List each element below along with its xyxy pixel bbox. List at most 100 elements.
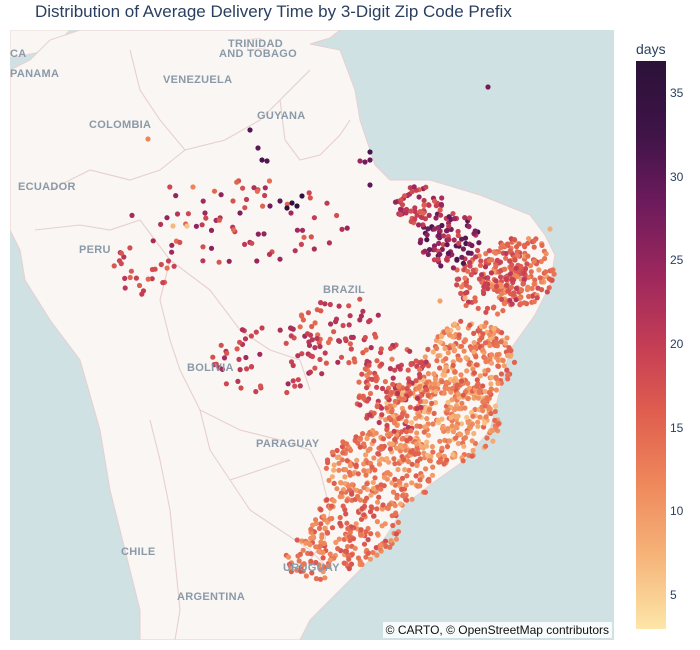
- delivery-point: [498, 339, 504, 345]
- delivery-point: [435, 452, 442, 458]
- delivery-point: [426, 247, 433, 253]
- delivery-point: [475, 423, 481, 429]
- delivery-point: [523, 266, 529, 272]
- delivery-point: [502, 266, 508, 272]
- delivery-point: [461, 443, 467, 449]
- map-canvas[interactable]: CA PANAMA TRINIDAD AND TOBAGO VENEZUELA …: [10, 30, 614, 640]
- delivery-point: [376, 461, 383, 467]
- delivery-point: [359, 505, 365, 512]
- map-label-venezuela: VENEZUELA: [163, 74, 232, 86]
- delivery-point: [254, 258, 260, 264]
- delivery-point: [549, 267, 555, 273]
- delivery-point: [482, 340, 489, 346]
- delivery-point: [397, 206, 404, 212]
- delivery-point: [360, 308, 366, 314]
- delivery-point: [370, 479, 376, 486]
- delivery-point: [445, 350, 451, 356]
- delivery-point: [425, 346, 431, 352]
- delivery-point: [547, 226, 553, 232]
- delivery-point: [242, 241, 248, 247]
- delivery-point: [338, 354, 345, 360]
- delivery-point: [507, 258, 513, 264]
- delivery-point: [480, 331, 486, 337]
- delivery-point: [216, 217, 222, 223]
- delivery-point: [371, 513, 377, 519]
- delivery-point: [284, 205, 290, 211]
- delivery-point: [440, 242, 446, 248]
- delivery-point: [443, 356, 449, 362]
- delivery-point: [208, 245, 215, 251]
- delivery-point: [423, 424, 429, 430]
- delivery-point: [418, 214, 424, 220]
- delivery-point: [485, 286, 491, 292]
- delivery-point: [429, 472, 436, 478]
- delivery-point: [373, 378, 379, 384]
- delivery-point: [472, 295, 478, 301]
- delivery-point: [440, 233, 447, 239]
- delivery-point: [390, 489, 397, 495]
- delivery-point: [416, 194, 422, 200]
- delivery-point: [473, 354, 479, 360]
- delivery-point: [505, 372, 511, 378]
- delivery-point: [544, 289, 550, 295]
- delivery-point: [551, 271, 557, 277]
- delivery-point: [437, 251, 443, 257]
- delivery-point: [517, 301, 523, 307]
- map-attribution[interactable]: © CARTO, © OpenStreetMap contributors: [382, 622, 612, 638]
- map-label-uruguay: URUGUAY: [283, 562, 340, 574]
- delivery-point: [458, 378, 465, 384]
- delivery-point: [423, 466, 429, 472]
- delivery-point: [290, 378, 296, 384]
- delivery-point: [367, 390, 374, 397]
- delivery-point: [360, 431, 366, 437]
- delivery-point: [340, 503, 346, 509]
- delivery-point: [333, 539, 339, 545]
- delivery-point: [472, 228, 478, 234]
- delivery-point: [288, 333, 294, 339]
- delivery-point: [537, 275, 543, 281]
- delivery-point: [404, 473, 410, 479]
- delivery-point: [369, 376, 375, 382]
- delivery-point: [312, 320, 318, 326]
- delivery-point: [391, 420, 398, 426]
- delivery-point: [384, 427, 390, 433]
- delivery-point: [487, 342, 493, 349]
- map-label-paraguay: PARAGUAY: [256, 438, 320, 450]
- delivery-point: [329, 525, 336, 531]
- delivery-point: [318, 521, 324, 527]
- delivery-point: [532, 277, 538, 283]
- delivery-point: [452, 321, 458, 327]
- delivery-point: [277, 256, 283, 262]
- delivery-point: [426, 202, 432, 208]
- delivery-point: [373, 373, 379, 380]
- delivery-point: [475, 419, 481, 425]
- delivery-point: [288, 569, 294, 575]
- delivery-point: [466, 361, 472, 367]
- delivery-point: [453, 435, 459, 441]
- delivery-point: [451, 237, 457, 243]
- delivery-point: [374, 531, 381, 537]
- delivery-point: [387, 366, 393, 372]
- delivery-point: [460, 246, 466, 252]
- delivery-point: [367, 431, 373, 437]
- delivery-point: [375, 499, 381, 505]
- delivery-point: [329, 474, 335, 480]
- delivery-point: [456, 332, 462, 338]
- delivery-point: [488, 381, 494, 387]
- delivery-point: [514, 274, 520, 280]
- delivery-point: [418, 360, 425, 366]
- delivery-point: [133, 275, 139, 281]
- map-panel[interactable]: CA PANAMA TRINIDAD AND TOBAGO VENEZUELA …: [10, 30, 614, 640]
- delivery-point: [255, 145, 261, 151]
- delivery-point: [378, 542, 384, 549]
- delivery-point: [288, 325, 294, 331]
- delivery-point: [471, 330, 477, 336]
- delivery-point: [357, 489, 363, 495]
- delivery-point: [464, 368, 470, 374]
- delivery-point: [317, 543, 323, 549]
- delivery-point: [467, 322, 473, 328]
- delivery-point: [357, 317, 363, 323]
- delivery-point: [352, 359, 358, 365]
- delivery-point: [352, 438, 358, 444]
- delivery-point: [395, 466, 401, 473]
